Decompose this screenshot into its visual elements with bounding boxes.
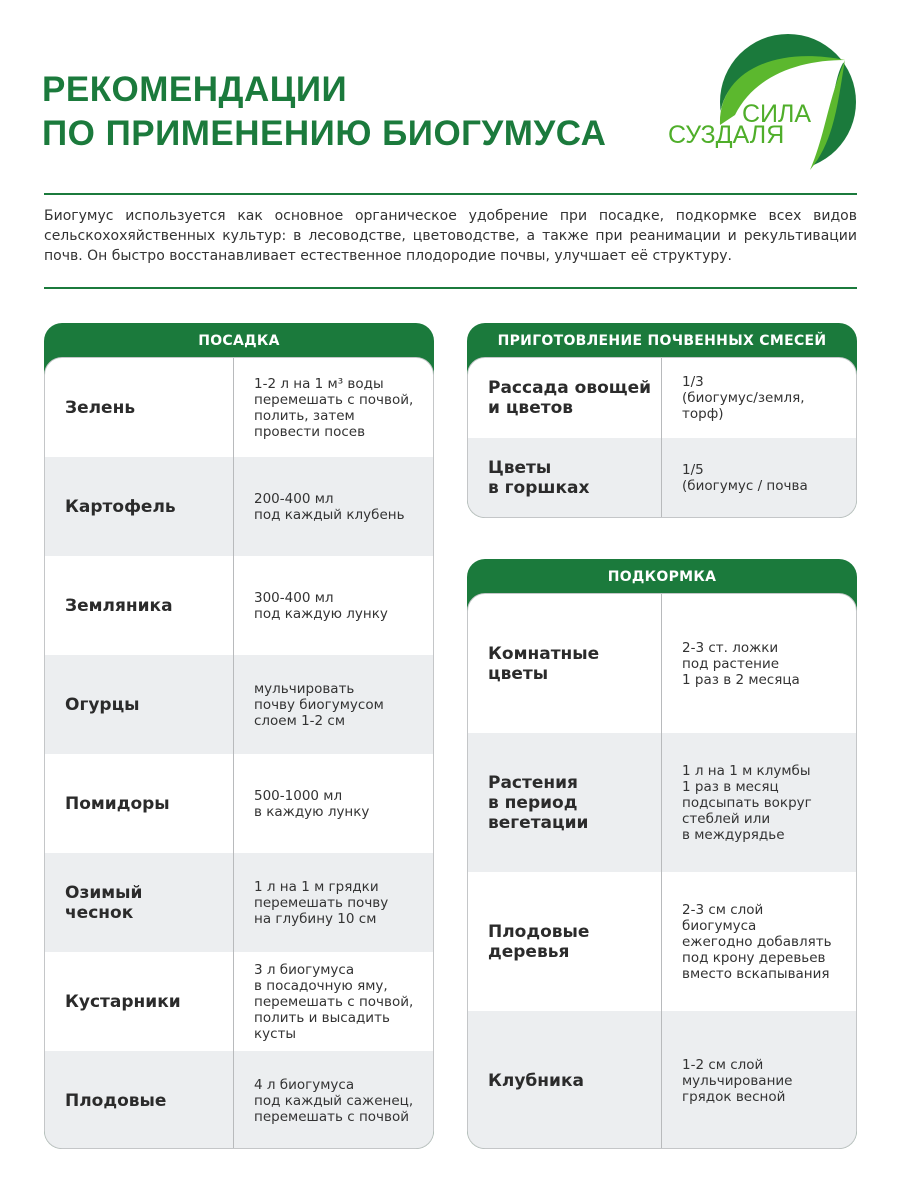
logo-text-1: СИЛА (742, 100, 811, 128)
planting-row: Плодовые 4 л биогумуса под каждый саженец… (45, 1051, 433, 1148)
row-value: 1 л на 1 м грядки перемешать почву на гл… (254, 878, 389, 927)
planting-row: Помидоры 500-1000 мл в каждую лунку (45, 754, 433, 853)
row-label: Огурцы (45, 655, 234, 754)
row-label: Кустарники (45, 952, 234, 1051)
row-value: мульчировать почву биогумусом слоем 1-2 … (254, 680, 384, 729)
row-label: Плодовые деревья (468, 872, 662, 1011)
row-value: 1/5 (биогумус / почва (682, 462, 808, 494)
logo-text-2: СУЗДАЛЯ (668, 121, 784, 149)
planting-row: Озимый чеснок 1 л на 1 м грядки перемешат… (45, 853, 433, 952)
divider-top (44, 193, 857, 195)
divider-bottom (44, 287, 857, 289)
row-value: 2-3 см слой биогумуса ежегодно добавлять… (682, 901, 832, 982)
feeding-row: Плодовые деревья 2-3 см слой биогумуса еж… (468, 872, 856, 1011)
mixes-header: ПРИГОТОВЛЕНИЕ ПОЧВЕННЫХ СМЕСЕЙ (497, 333, 827, 349)
mixes-table: ПРИГОТОВЛЕНИЕ ПОЧВЕННЫХ СМЕСЕЙ Рассада о… (467, 323, 857, 518)
logo: СИЛА СУЗДАЛЯ (660, 30, 860, 180)
row-value: 1-2 см слой мульчирование грядок весной (682, 1056, 793, 1105)
planting-row: Зелень 1-2 л на 1 м³ воды перемешать с по… (45, 358, 433, 457)
row-label: Растения в период вегетации (468, 733, 662, 872)
planting-row: Огурцы мульчировать почву биогумусом слое… (45, 655, 433, 754)
row-value: 1 л на 1 м клумбы 1 раз в месяц подсыпат… (682, 762, 812, 843)
row-value: 1-2 л на 1 м³ воды перемешать с почвой, … (254, 375, 414, 440)
feeding-row: Комнатные цветы 2-3 ст. ложки под растени… (468, 594, 856, 733)
mixes-row: Цветы в горшках 1/5 (биогумус / почва (468, 438, 856, 517)
row-label: Клубника (468, 1011, 662, 1148)
row-label: Комнатные цветы (468, 594, 662, 733)
planting-table: ПОСАДКА Зелень 1-2 л на 1 м³ воды перемеш… (44, 323, 434, 1149)
page-title: РЕКОМЕНДАЦИИ ПО ПРИМЕНЕНИЮ БИОГУМУСА (42, 68, 606, 156)
row-label: Зелень (45, 358, 234, 457)
row-label: Земляника (45, 556, 234, 655)
feeding-table: ПОДКОРМКА Комнатные цветы 2-3 ст. ложки п… (467, 559, 857, 1149)
row-label: Цветы в горшках (468, 438, 662, 517)
planting-row: Земляника 300-400 мл под каждую лунку (45, 556, 433, 655)
row-value: 500-1000 мл в каждую лунку (254, 787, 370, 820)
title-line-2: ПО ПРИМЕНЕНИЮ БИОГУМУСА (42, 114, 607, 153)
mixes-row: Рассада овощей и цветов 1/3 (биогумус/зем… (468, 358, 856, 438)
row-value: 300-400 мл под каждую лунку (254, 589, 388, 622)
row-label: Рассада овощей и цветов (468, 358, 662, 438)
title-line-1: РЕКОМЕНДАЦИИ (42, 70, 348, 109)
feeding-row: Клубника 1-2 см слой мульчирование грядок… (468, 1011, 856, 1148)
row-value: 2-3 ст. ложки под растение 1 раз в 2 мес… (682, 639, 800, 688)
row-value: 1/3 (биогумус/земля, торф) (682, 374, 805, 422)
row-label: Картофель (45, 457, 234, 556)
row-label: Помидоры (45, 754, 234, 853)
mixes-body: Рассада овощей и цветов 1/3 (биогумус/зем… (467, 357, 857, 518)
planting-row: Картофель 200-400 мл под каждый клубень (45, 457, 433, 556)
planting-header: ПОСАДКА (198, 333, 280, 349)
row-value: 3 л биогумуса в посадочную яму, перемеша… (254, 961, 414, 1042)
row-label: Плодовые (45, 1051, 234, 1148)
feeding-body: Комнатные цветы 2-3 ст. ложки под растени… (467, 593, 857, 1149)
row-value: 200-400 мл под каждый клубень (254, 490, 405, 523)
intro-text: Биогумус используется как основное орган… (44, 208, 857, 264)
row-label: Озимый чеснок (45, 853, 234, 952)
feeding-header: ПОДКОРМКА (607, 569, 717, 585)
planting-body: Зелень 1-2 л на 1 м³ воды перемешать с по… (44, 357, 434, 1149)
leaf-logo-icon: СИЛА СУЗДАЛЯ (668, 34, 856, 174)
feeding-row: Растения в период вегетации 1 л на 1 м кл… (468, 733, 856, 872)
planting-row: Кустарники 3 л биогумуса в посадочную яму… (45, 952, 433, 1051)
row-value: 4 л биогумуса под каждый саженец, переме… (254, 1076, 414, 1125)
